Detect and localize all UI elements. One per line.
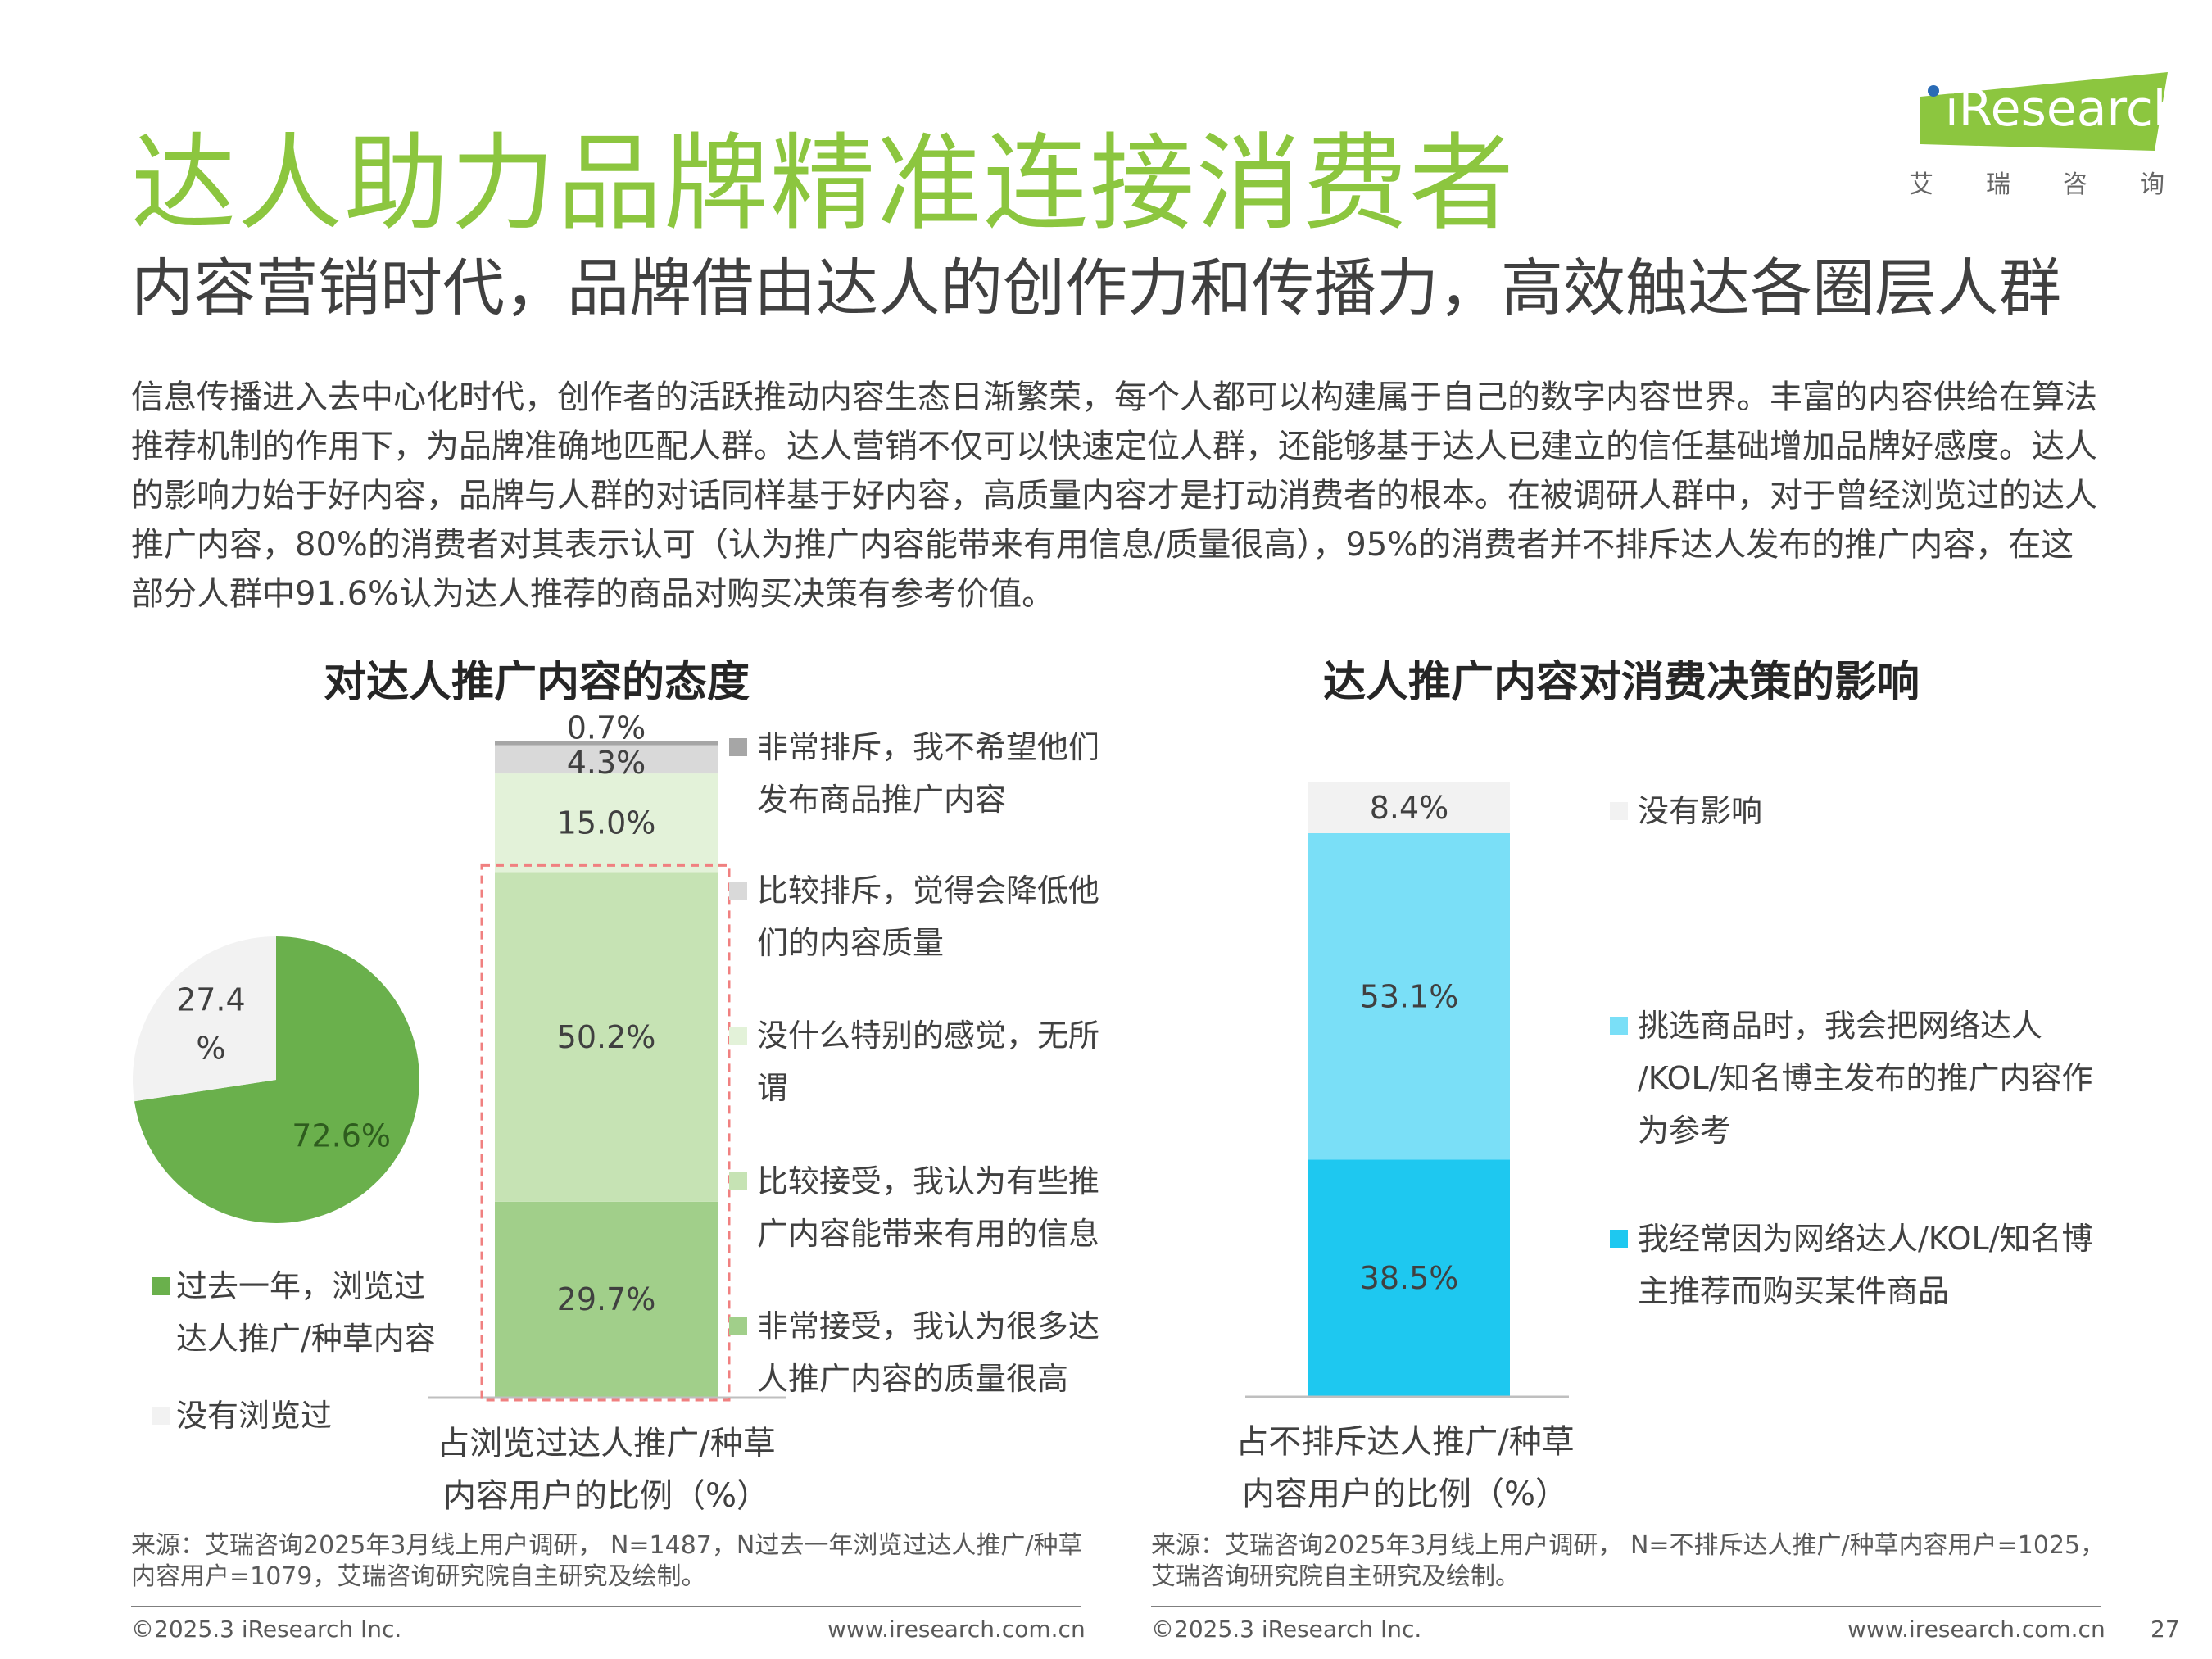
influence-bar-segment (1308, 1159, 1510, 1396)
pie-slice-label: 72.6% (292, 1118, 391, 1154)
legend-label: 没有浏览过 (176, 1398, 333, 1434)
footer-divider-right (1151, 1606, 2101, 1607)
legend-swatch (152, 1277, 170, 1295)
legend-swatch (729, 882, 747, 900)
legend-label: 比较接受，我认为有些推 广内容能带来有用的信息 (757, 1163, 1100, 1252)
logo-char: 询 (2140, 170, 2164, 199)
influence-bar-segment (1308, 833, 1510, 1160)
source-note-right: 来源：艾瑞咨询2025年3月线上用户调研， N=不排斥达人推广/种草内容用户=1… (1151, 1531, 2105, 1591)
attitude-bar-segment (495, 872, 718, 1202)
attitude-bar-label: 29.7% (557, 1281, 656, 1317)
attitude-x-label: 占浏览过达人推广/种草 内容用户的比例（%） (437, 1425, 776, 1515)
legend-item-very-reject: 非常排斥，我不希望他们 发布商品推广内容 (729, 721, 1099, 826)
legend-swatch (152, 1407, 170, 1425)
influence-bar-label: 8.4% (1370, 790, 1449, 826)
legend-item-not-browsed: 没有浏览过 (152, 1389, 479, 1442)
legend-label: 我经常因为网络达人/KOL/知名博 主推荐而购买某件商品 (1638, 1221, 2093, 1309)
legend-item-very-accept: 非常接受，我认为很多达 人推广内容的质量很高 (729, 1300, 1099, 1405)
attitude-bar-label: 0.7% (567, 709, 646, 746)
legend-swatch (1610, 1230, 1628, 1248)
legend-item-often-buy: 我经常因为网络达人/KOL/知名博 主推荐而购买某件商品 (1610, 1213, 2093, 1317)
legend-swatch (1610, 1017, 1628, 1035)
footer-divider-left (131, 1606, 1081, 1607)
pie-slice (132, 936, 276, 1102)
footer-url-right: www.iresearch.com.cn (1847, 1616, 2105, 1643)
page-number: 27 (2151, 1616, 2180, 1643)
logo-chinese-name: 艾 瑞 咨 询 (1909, 164, 2164, 200)
footer-copyright-right: ©2025.3 iResearch Inc. (1151, 1616, 1422, 1643)
legend-label: 非常排斥，我不希望他们 发布商品推广内容 (757, 729, 1100, 818)
legend-label: 挑选商品时，我会把网络达人 /KOL/知名博主发布的推广内容作 为参考 (1638, 1008, 2093, 1149)
legend-label: 没什么特别的感觉，无所 谓 (757, 1018, 1100, 1106)
influence-bar-segment (1308, 782, 1510, 833)
logo-wordmark: iResearch (1945, 80, 2184, 138)
attitude-bar-label: 50.2% (557, 1019, 656, 1055)
footer-copyright-left: ©2025.3 iResearch Inc. (131, 1616, 402, 1643)
legend-swatch (729, 1172, 747, 1190)
attitude-bar-segment (495, 745, 718, 774)
legend-label: 非常接受，我认为很多达 人推广内容的质量很高 (757, 1308, 1100, 1397)
footer-url-left: www.iresearch.com.cn (827, 1616, 1086, 1643)
pie-legend: 过去一年，浏览过 达人推广/种草内容 没有浏览过 (152, 1260, 479, 1442)
intro-paragraph: 信息传播进入去中心化时代，创作者的活跃推动内容生态日渐繁荣，每个人都可以构建属于… (131, 378, 2097, 613)
page-title: 达人助力品牌精准连接消费者 (131, 123, 1516, 245)
logo-banner-shape (1920, 72, 2168, 151)
logo-dot-icon (1928, 85, 1939, 97)
acceptance-highlight-box (480, 863, 731, 1402)
source-note-left: 来源：艾瑞咨询2025年3月线上用户调研， N=1487，N过去一年浏览过达人推… (131, 1531, 1083, 1591)
legend-item-reject: 比较排斥，觉得会降低他 们的内容质量 (729, 864, 1099, 969)
chart-title-attitude: 对达人推广内容的态度 (324, 658, 750, 707)
page-subtitle: 内容营销时代，品牌借由达人的创作力和传播力，高效触达各圈层人群 (131, 252, 2061, 324)
influence-bar-label: 53.1% (1360, 978, 1459, 1014)
legend-label: 没有影响 (1638, 793, 1763, 829)
attitude-bar-label: 4.3% (567, 745, 646, 781)
legend-swatch (1610, 802, 1628, 820)
attitude-bar-label: 15.0% (557, 805, 656, 841)
legend-item-neutral: 没什么特别的感觉，无所 谓 (729, 1009, 1099, 1114)
legend-swatch (729, 738, 747, 756)
legend-item-reference: 挑选商品时，我会把网络达人 /KOL/知名博主发布的推广内容作 为参考 (1610, 999, 2093, 1157)
legend-item-accept: 比较接受，我认为有些推 广内容能带来有用的信息 (729, 1155, 1099, 1260)
iresearch-logo: iResearch 艾 瑞 咨 询 (1909, 72, 2187, 199)
logo-char: 瑞 (1986, 170, 2010, 199)
logo-char: 咨 (2063, 170, 2087, 199)
legend-label: 比较排斥，觉得会降低他 们的内容质量 (757, 873, 1100, 961)
legend-item-browsed: 过去一年，浏览过 达人推广/种草内容 (152, 1260, 479, 1365)
influence-bar-label: 38.5% (1360, 1260, 1459, 1296)
pie-slice-label: 27.4% (176, 981, 246, 1066)
attitude-bar-segment (495, 741, 718, 746)
attitude-bar-segment (495, 1201, 718, 1397)
pie-slice (134, 936, 420, 1223)
legend-swatch (729, 1027, 747, 1045)
influence-x-label: 占不排斥达人推广/种草 内容用户的比例（%） (1235, 1423, 1575, 1513)
logo-char: 艾 (1909, 170, 1933, 199)
legend-label: 过去一年，浏览过 达人推广/种草内容 (176, 1268, 436, 1357)
legend-swatch (729, 1317, 747, 1335)
attitude-bar-segment (495, 773, 718, 873)
legend-item-no-influence: 没有影响 (1610, 785, 1762, 837)
chart-title-influence: 达人推广内容对消费决策的影响 (1323, 658, 1920, 707)
